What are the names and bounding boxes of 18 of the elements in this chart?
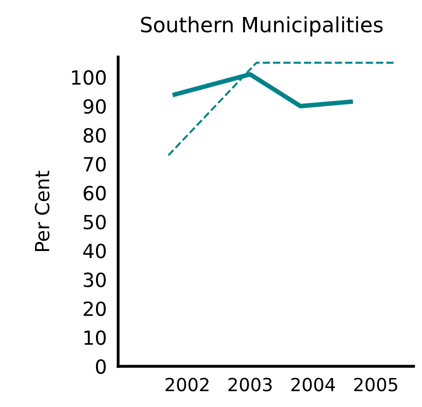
y-tick-label: 50 — [84, 214, 106, 230]
chart-title: Southern Municipalities — [141, 16, 383, 37]
y-tick-label: 30 — [84, 272, 106, 288]
y-tick-label: 100 — [72, 70, 106, 85]
y-tick-label: 20 — [84, 301, 106, 316]
y-tick-label: 40 — [83, 244, 106, 258]
x-tick-label: 2005 — [354, 378, 398, 392]
y-tick-label: 70 — [84, 156, 106, 172]
y-axis-title: Per Cent — [34, 170, 50, 252]
y-tick-label: 10 — [84, 330, 106, 346]
y-tick-label: 0 — [96, 359, 106, 374]
y-tick-label: 60 — [84, 186, 106, 201]
y-tick-label: 80 — [84, 128, 106, 143]
x-tick-label: 2002 — [166, 378, 208, 392]
line-series — [172, 72, 353, 108]
y-tick-label: 90 — [84, 99, 106, 114]
x-tick-label: 2003 — [228, 378, 272, 392]
x-tick-label: 2004 — [291, 378, 335, 392]
